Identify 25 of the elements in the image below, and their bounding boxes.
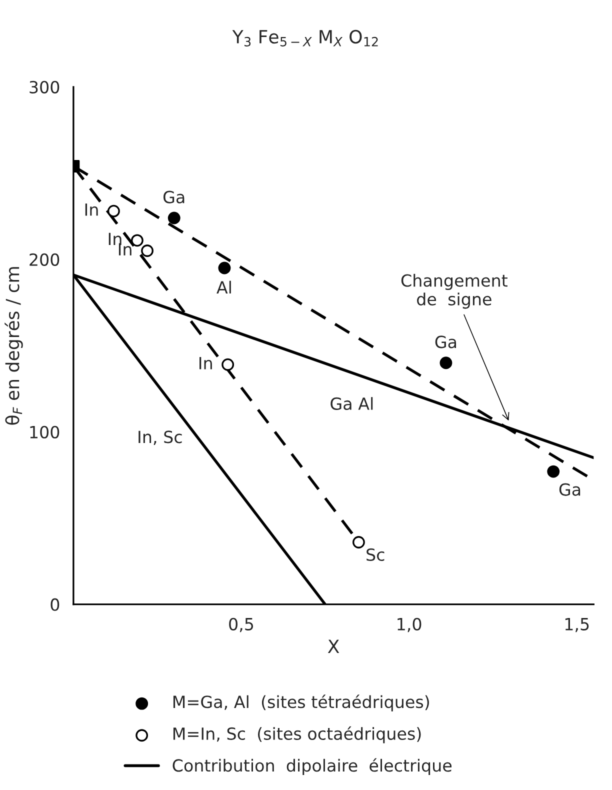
x-axis-title: X — [328, 640, 340, 653]
y-tick-label: 200 — [30, 253, 60, 266]
annotation: Ga Al — [330, 397, 373, 410]
y-tick-label: 0 — [50, 598, 60, 611]
annotation: In, Sc — [138, 430, 182, 445]
annotation: In — [118, 243, 132, 256]
x-tick-label: 0,5 — [229, 618, 254, 632]
legend-label: M=In, Sc (sites octaédriques) — [173, 726, 421, 744]
annotation: In — [199, 357, 212, 370]
y-tick-label: 100 — [30, 426, 60, 438]
chart-title: Y$_{3}$ Fe$_{5−X}$ M$_{X}$ O$_{12}$ — [232, 30, 378, 46]
annotation: In — [108, 232, 122, 246]
annotation: Sc — [366, 548, 384, 561]
y-axis-title: θ$_{F}$ en degrés / cm — [4, 267, 23, 425]
annotation: In — [85, 204, 98, 216]
annotation: Changement de signe — [401, 274, 508, 309]
annotation: Ga — [435, 336, 456, 348]
annotation: Al — [216, 280, 231, 294]
x-tick-label: 1,5 — [565, 618, 589, 632]
annotation: Ga — [163, 190, 184, 204]
legend-label: Contribution dipolaire électrique — [172, 758, 452, 775]
annotation: Ga — [559, 483, 580, 496]
x-tick-label: 1,0 — [398, 618, 422, 632]
y-tick-label: 300 — [30, 80, 60, 94]
legend-label: M=Ga, Al (sites tétraédriques) — [173, 694, 429, 712]
